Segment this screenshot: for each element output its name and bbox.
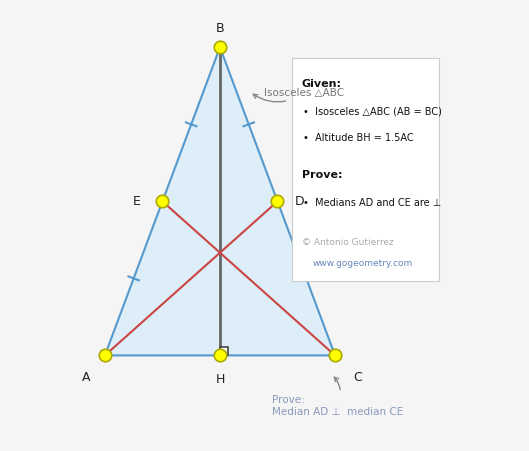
Text: C: C bbox=[353, 371, 362, 384]
Text: Prove:: Prove: bbox=[302, 170, 342, 180]
Text: •  Isosceles △ABC (AB = BC): • Isosceles △ABC (AB = BC) bbox=[304, 107, 442, 117]
Text: D: D bbox=[295, 195, 305, 208]
Text: •  Medians AD and CE are ⊥: • Medians AD and CE are ⊥ bbox=[304, 198, 442, 207]
Text: www.gogeometry.com: www.gogeometry.com bbox=[313, 259, 413, 268]
Text: © Antonio Gutierrez: © Antonio Gutierrez bbox=[302, 239, 394, 248]
Text: E: E bbox=[132, 195, 140, 208]
Polygon shape bbox=[105, 47, 335, 355]
Text: A: A bbox=[82, 371, 90, 384]
Bar bbox=[220, 347, 228, 355]
Text: B: B bbox=[216, 22, 224, 35]
Text: Isosceles △ABC: Isosceles △ABC bbox=[253, 87, 344, 102]
Text: Given:: Given: bbox=[302, 79, 342, 89]
Text: •  Altitude BH = 1.5AC: • Altitude BH = 1.5AC bbox=[304, 133, 414, 143]
FancyBboxPatch shape bbox=[293, 59, 439, 281]
Text: H: H bbox=[215, 373, 225, 386]
Text: Prove:
Median AD ⊥  median CE: Prove: Median AD ⊥ median CE bbox=[272, 377, 403, 417]
